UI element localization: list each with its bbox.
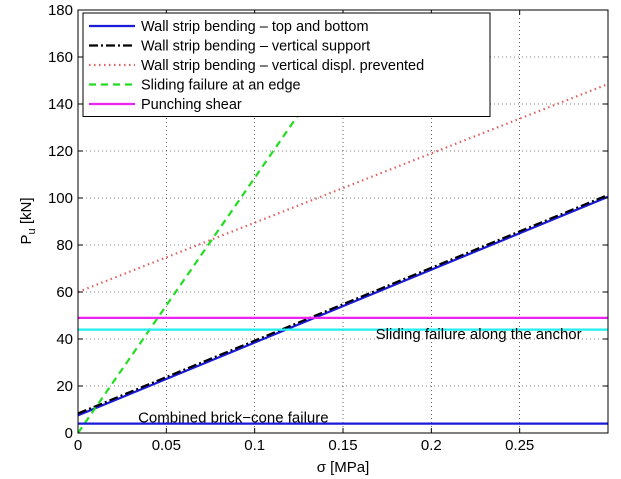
x-tick-label: 0.25 [505, 437, 534, 454]
series-line [78, 10, 373, 433]
legend-item-label: Punching shear [141, 97, 242, 113]
legend-item-label: Wall strip bending – top and bottom [141, 19, 369, 35]
y-axis-label-sub: u [26, 228, 38, 234]
ticks: 0 0.05 0.1 0.15 0.2 0.25 0 20 40 60 80 100 120 140 160… [48, 2, 608, 454]
y-tick-label: 40 [56, 331, 73, 348]
legend: Wall strip bending – top and bottom Wall … [82, 12, 491, 117]
x-tick-label: 0.1 [244, 437, 265, 454]
legend-item-label: Wall strip bending – vertical displ. pre… [141, 58, 424, 74]
x-tick-label: 0.15 [328, 437, 357, 454]
x-tick-label: 0 [74, 437, 82, 454]
annotation-label: Combined brick−cone failure [138, 409, 329, 426]
x-axis-label: σ [MPa] [317, 459, 370, 476]
y-tick-label: 120 [48, 143, 73, 160]
y-tick-label: 80 [56, 237, 73, 254]
x-tick-label: 0.05 [152, 437, 181, 454]
series-lines [78, 10, 608, 433]
y-axis-label-unit: [kN] [18, 198, 35, 229]
series-line [78, 193, 608, 415]
y-tick-label: 20 [56, 378, 73, 395]
y-axis-label: Pu [kN] [18, 198, 38, 245]
y-tick-label: 160 [48, 49, 73, 66]
annotation-label: Sliding failure along the anchor [376, 326, 582, 343]
y-tick-label: 180 [48, 2, 73, 19]
annotations: Sliding failure along the anchor Combined… [138, 326, 582, 426]
y-tick-label: 0 [65, 425, 73, 442]
legend-item-label: Sliding failure at an edge [141, 78, 301, 94]
y-tick-label: 60 [56, 284, 73, 301]
series-line [78, 195, 608, 417]
y-axis-label-main: P [18, 234, 35, 244]
legend-item-label: Wall strip bending – vertical support [141, 39, 370, 55]
x-tick-label: 0.2 [421, 437, 442, 454]
y-tick-label: 100 [48, 190, 73, 207]
y-tick-label: 140 [48, 96, 73, 113]
legend-box [82, 12, 491, 117]
